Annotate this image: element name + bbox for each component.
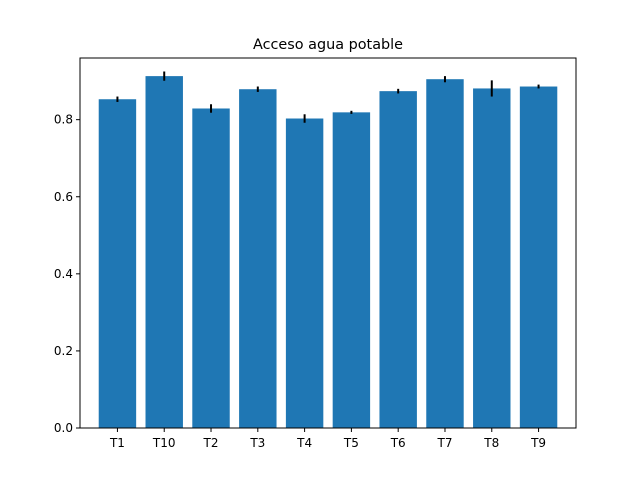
bar-t6 — [379, 91, 417, 428]
x-tick-label-t4: T4 — [296, 436, 312, 450]
x-tick-label-t7: T7 — [436, 436, 452, 450]
y-tick-label: 0.2 — [54, 344, 73, 358]
bar-t8 — [473, 88, 511, 429]
bar-t3 — [239, 89, 277, 428]
bars-layer — [98, 76, 558, 429]
y-tick-label: 0.4 — [54, 267, 73, 281]
error-bars-layer — [116, 71, 540, 123]
x-tick-label-t3: T3 — [249, 436, 265, 450]
x-tick-label-t8: T8 — [483, 436, 499, 450]
plot-frame — [79, 57, 577, 429]
bar-t1 — [98, 99, 137, 428]
chart-title: Acceso agua potable — [253, 37, 403, 53]
x-tick-label-t5: T5 — [343, 436, 359, 450]
bar-t5 — [332, 112, 371, 428]
bar-t10 — [145, 76, 183, 428]
y-tick-label: 0.6 — [54, 190, 73, 204]
x-axis: T1 T10 T2 T3 T4 T5 T6 T7 T8 T9 — [109, 428, 546, 450]
bar-t2 — [192, 108, 230, 428]
bar-t7 — [426, 79, 464, 429]
x-tick-label-t10: T10 — [152, 436, 176, 450]
bar-t9 — [519, 86, 558, 428]
y-tick-label: 0.8 — [54, 113, 73, 127]
x-tick-label-t2: T2 — [203, 436, 219, 450]
x-tick-label-t9: T9 — [530, 436, 546, 450]
y-axis: 0.0 0.2 0.4 0.6 0.8 — [54, 113, 80, 435]
x-tick-label-t1: T1 — [109, 436, 125, 450]
bar-t4 — [285, 118, 324, 429]
y-tick-label: 0.0 — [54, 421, 73, 435]
x-tick-label-t6: T6 — [390, 436, 406, 450]
